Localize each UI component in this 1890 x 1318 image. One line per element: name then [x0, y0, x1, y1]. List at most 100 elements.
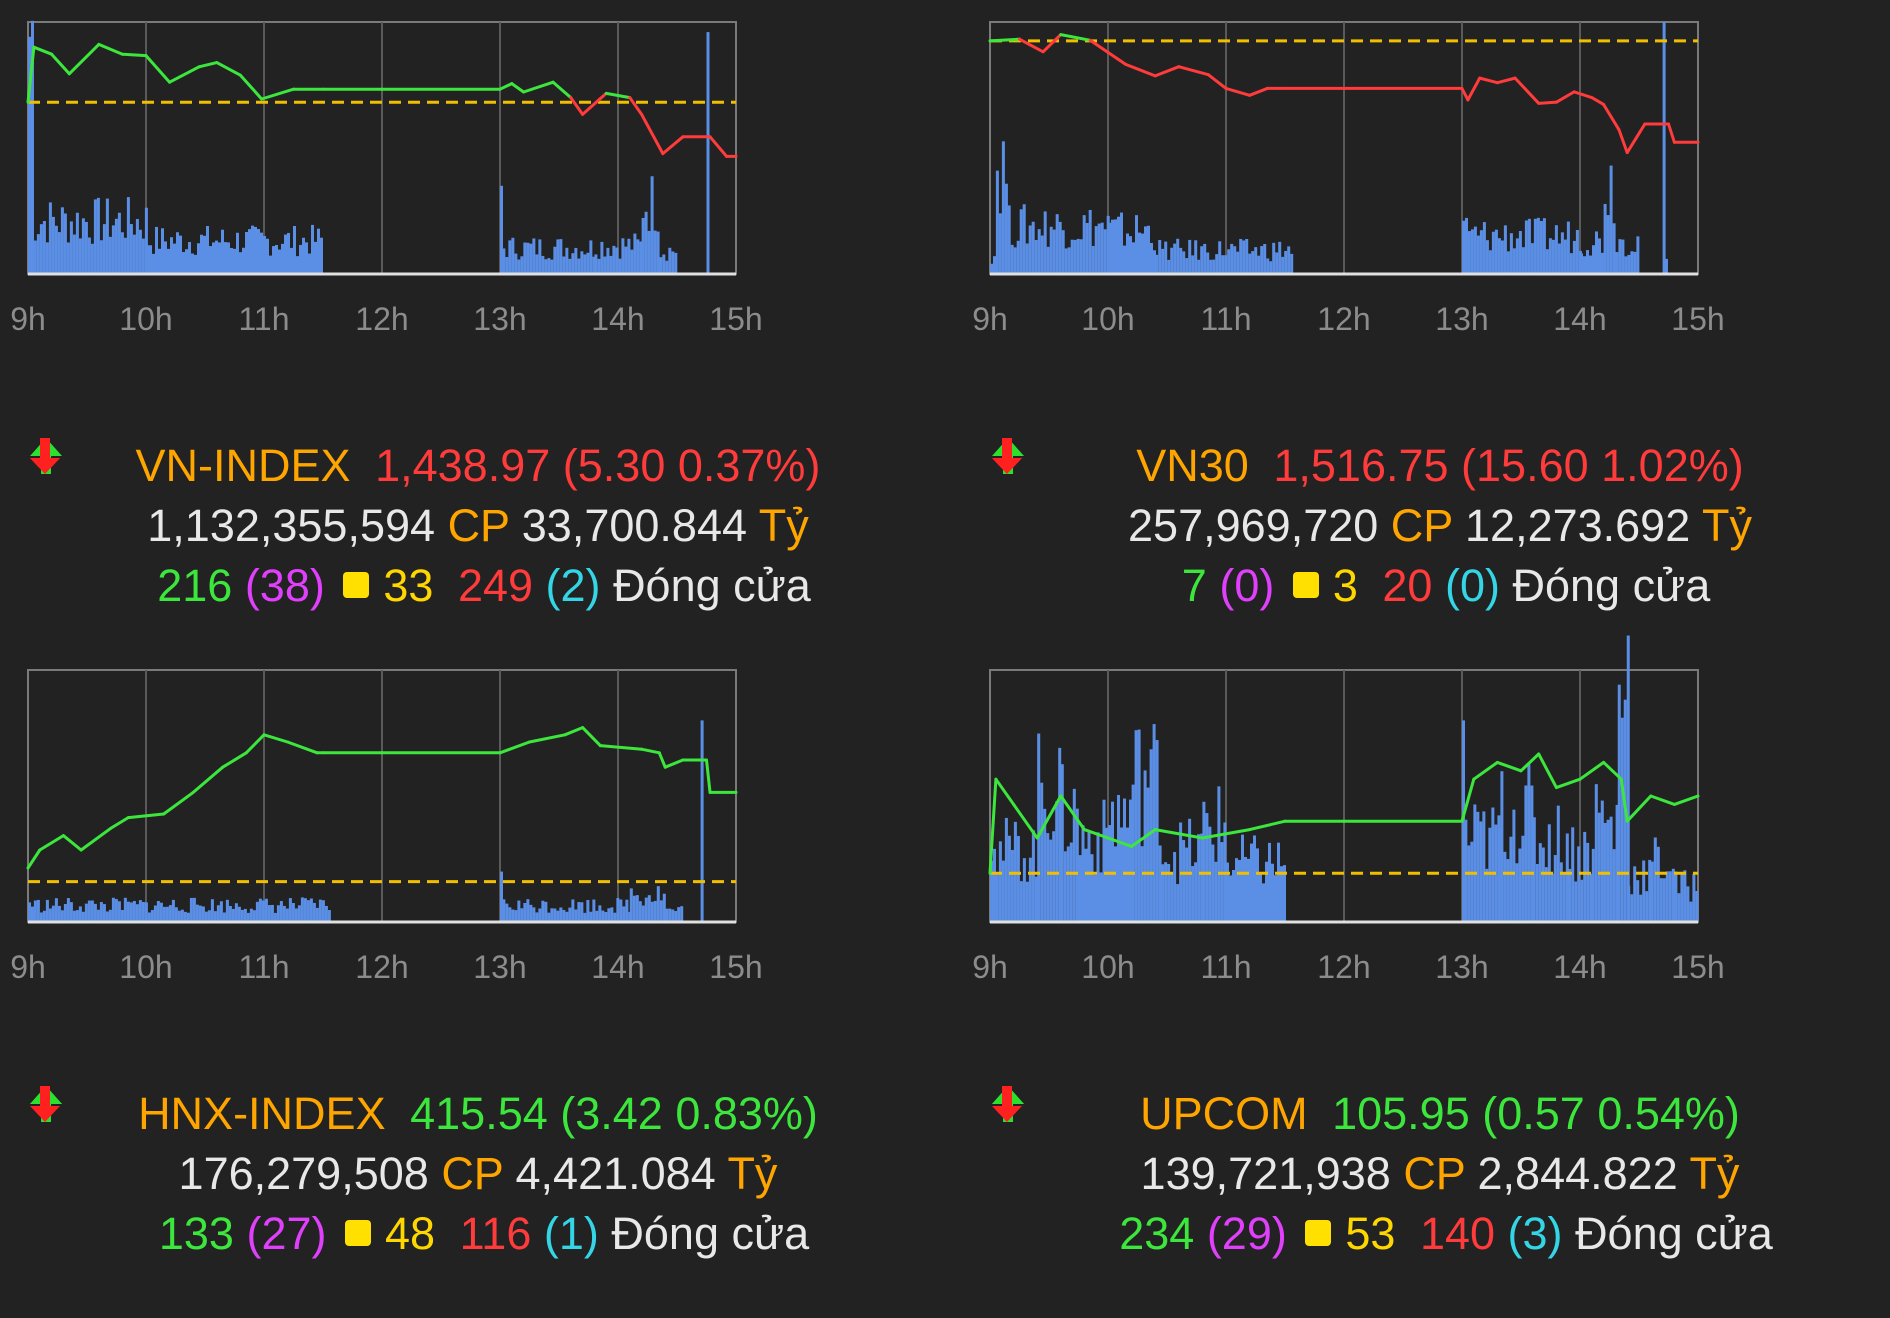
volume-bar — [625, 899, 629, 922]
volume-bar — [210, 899, 214, 922]
index-change: (5.30 0.37%) — [562, 440, 821, 491]
unchanged-count: 33 — [383, 560, 434, 611]
volume-bar — [1025, 243, 1029, 274]
volume-bar — [653, 900, 657, 922]
volume-bar — [1686, 886, 1690, 922]
volume-bar — [1212, 259, 1216, 274]
volume-bar — [1084, 848, 1088, 922]
volume-bar — [132, 234, 136, 274]
volume-bar — [517, 900, 521, 922]
volume-bar — [1683, 870, 1687, 922]
hnxindex-headline-row: HNX-INDEX 415.54 (3.42 0.83%) — [28, 1084, 928, 1144]
volume-bar — [1609, 816, 1613, 922]
volume-bar — [1233, 246, 1237, 274]
volume-bar — [306, 900, 310, 922]
volume-bar — [514, 910, 518, 922]
volume-bar — [1245, 239, 1249, 274]
volume-bar — [255, 901, 259, 922]
volume-bar — [1034, 876, 1038, 922]
volume-bar — [1202, 801, 1206, 922]
volume-bar — [1606, 215, 1610, 274]
volume-bar — [1583, 256, 1586, 274]
price-segment — [1059, 794, 1086, 832]
volume-bar — [284, 234, 287, 274]
market-status: Đóng cửa — [1575, 1208, 1773, 1259]
volume-bar — [1503, 851, 1507, 922]
volume-bar — [500, 871, 503, 922]
volume-bar — [183, 911, 187, 922]
price-segment — [1667, 122, 1676, 144]
volume-bar — [502, 248, 506, 274]
volume-bar — [114, 218, 118, 274]
volume-bar — [251, 225, 254, 274]
volume-bar — [102, 904, 106, 922]
volume-bar — [248, 229, 251, 274]
volume-bar — [1007, 205, 1011, 274]
volume-bar — [108, 909, 112, 922]
declines-count: 249 — [457, 560, 534, 611]
price-segment — [244, 733, 266, 755]
volume-bar — [1287, 246, 1291, 274]
hnxindex-volume-row: 176,279,508 CP 4,421.084 Tỷ — [28, 1144, 928, 1204]
volume-bar — [1283, 865, 1286, 922]
price-segment — [97, 42, 124, 56]
volume-bar — [1536, 217, 1540, 274]
volume-bar — [1538, 843, 1542, 922]
volume-bar — [1256, 848, 1259, 922]
volume-bar — [547, 258, 551, 274]
volume-bar — [161, 228, 164, 274]
volume-bar — [529, 243, 533, 274]
volume-bar — [1120, 827, 1123, 922]
volume-bar — [1034, 240, 1038, 274]
volume-bar — [1091, 245, 1095, 274]
volume-bar — [291, 903, 295, 922]
volume-bar — [1260, 246, 1264, 274]
volume-bar — [159, 902, 163, 922]
volume-bar — [1554, 225, 1558, 274]
volume-bar — [254, 226, 257, 274]
price-segment — [262, 733, 290, 744]
volume-bar — [213, 911, 217, 922]
volume-bar — [84, 221, 88, 274]
volume-bar — [1248, 253, 1252, 274]
volume-bar — [1123, 245, 1126, 274]
volume-bar — [1479, 230, 1483, 274]
volume-bar — [592, 256, 596, 274]
volume-unit: CP — [1390, 500, 1453, 551]
price-segment — [563, 726, 585, 737]
volume-bar — [69, 902, 73, 922]
price-segment — [1059, 33, 1092, 42]
price-segment — [1472, 760, 1499, 781]
price-segment — [26, 848, 42, 870]
x-tick-label: 15h — [709, 949, 762, 985]
price-segment — [1248, 86, 1269, 97]
x-tick-label: 15h — [1671, 949, 1724, 985]
volume-bar — [224, 242, 227, 274]
volume-bar — [1161, 248, 1165, 274]
volume-bar — [221, 229, 224, 274]
volume-bar — [656, 231, 660, 274]
volume-bar — [1594, 784, 1598, 922]
volume-bar — [114, 899, 118, 922]
volume-bars — [990, 22, 1668, 274]
volume-bar — [571, 899, 575, 922]
volume-bar — [63, 213, 67, 274]
volume-bar — [31, 906, 34, 922]
volume-bar — [105, 911, 109, 922]
x-tick-label: 14h — [1553, 949, 1606, 985]
volume-bar — [1022, 858, 1026, 922]
volume-bar — [1530, 243, 1534, 274]
volume-bar — [1140, 846, 1144, 922]
volume-bar — [1624, 256, 1628, 274]
volume-bar — [230, 247, 233, 274]
ceiling-count: (0) — [1219, 560, 1275, 611]
volume-bar — [619, 899, 623, 922]
volume-bar — [75, 212, 79, 274]
volume-bar — [1188, 818, 1192, 922]
volume-bar — [511, 237, 515, 274]
volume-bar — [1659, 878, 1663, 922]
volume-bar — [589, 240, 593, 274]
volume-bar — [1527, 764, 1531, 922]
volume-bar — [1575, 230, 1579, 274]
volume-bar — [1476, 235, 1480, 274]
